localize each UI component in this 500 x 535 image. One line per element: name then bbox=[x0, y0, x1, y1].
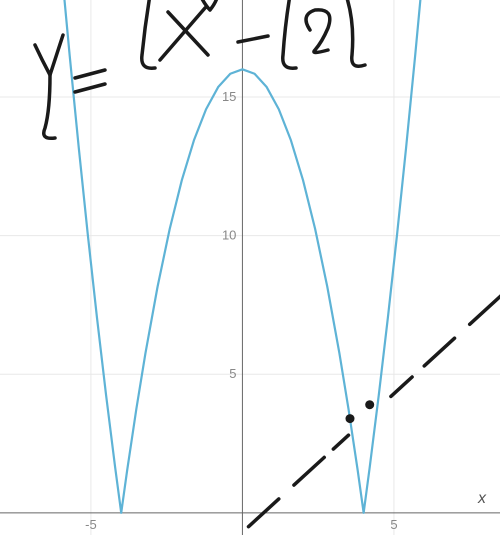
x-tick-label: 5 bbox=[390, 517, 397, 532]
y-tick-label: 5 bbox=[229, 366, 236, 381]
x-tick-label: -5 bbox=[85, 517, 97, 532]
y-tick-label: 10 bbox=[222, 228, 236, 243]
y-tick-label: 15 bbox=[222, 89, 236, 104]
handwriting-dot bbox=[365, 400, 374, 409]
chart-background bbox=[0, 0, 500, 535]
chart-container: -5 5 5 10 15 x bbox=[0, 0, 500, 535]
chart-svg: -5 5 5 10 15 x bbox=[0, 0, 500, 535]
handwriting-dot bbox=[346, 414, 355, 423]
x-axis-label: x bbox=[477, 490, 487, 507]
